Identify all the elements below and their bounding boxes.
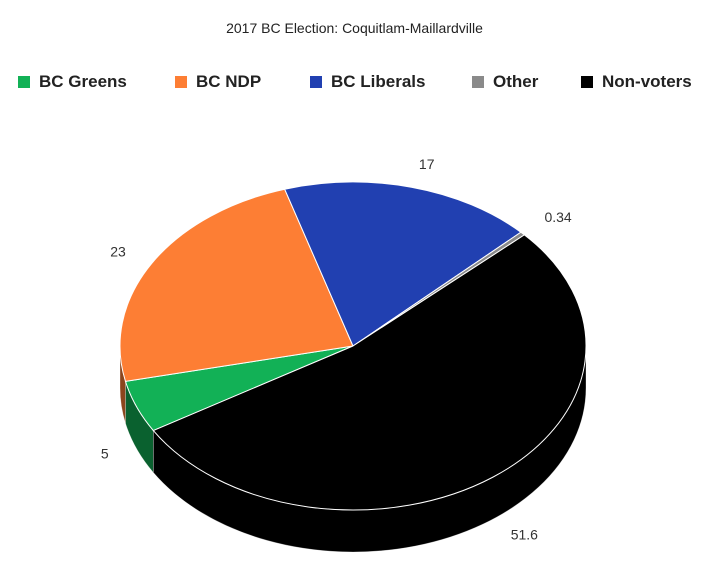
pie-tops xyxy=(119,181,587,511)
pie-slice-non-voters[interactable] xyxy=(152,234,587,511)
data-label-bc-greens: 5 xyxy=(101,445,109,461)
legend-item-non-voters[interactable]: Non-voters xyxy=(581,71,692,93)
legend-item-other[interactable]: Other xyxy=(472,71,538,93)
legend-item-bc-ndp[interactable]: BC NDP xyxy=(175,71,261,93)
chart-title: 2017 BC Election: Coquitlam-Maillardvill… xyxy=(226,20,483,36)
legend-label-non-voters: Non-voters xyxy=(602,72,692,91)
pie-slice-bc-ndp[interactable] xyxy=(119,188,354,382)
data-label-non-voters: 51.6 xyxy=(511,526,538,542)
legend-swatch-non-voters xyxy=(581,76,593,88)
legend-swatch-bc-greens xyxy=(18,76,30,88)
legend: BC Greens BC NDP BC Liberals Other Non-v… xyxy=(0,71,709,95)
legend-swatch-bc-liberals xyxy=(310,76,322,88)
data-label-bc-liberals: 17 xyxy=(419,156,435,172)
legend-item-bc-greens[interactable]: BC Greens xyxy=(18,71,127,93)
legend-label-bc-ndp: BC NDP xyxy=(196,72,262,91)
data-label-other: 0.34 xyxy=(544,209,571,225)
legend-item-bc-liberals[interactable]: BC Liberals xyxy=(310,71,425,93)
legend-label-bc-liberals: BC Liberals xyxy=(331,72,426,91)
pie-slice-bc-liberals[interactable] xyxy=(283,181,522,347)
legend-swatch-bc-ndp xyxy=(175,76,187,88)
data-label-bc-ndp: 23 xyxy=(110,243,126,259)
legend-label-bc-greens: BC Greens xyxy=(39,72,127,91)
legend-label-other: Other xyxy=(493,72,539,91)
legend-swatch-other xyxy=(472,76,484,88)
pie-labels: 5 23 17 0.34 51.6 xyxy=(101,156,572,542)
